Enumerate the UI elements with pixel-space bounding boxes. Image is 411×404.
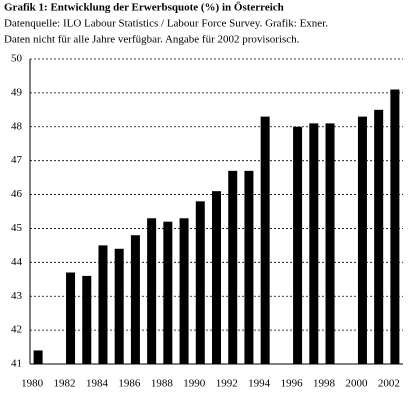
bar — [114, 248, 124, 364]
x-tick-label: 1996 — [281, 378, 304, 390]
bar — [179, 218, 189, 364]
y-tick-label: 50 — [11, 53, 23, 65]
chart-subtitle: Daten nicht für alle Jahre verfügbar. An… — [4, 34, 300, 46]
bar — [33, 350, 43, 364]
y-tick-label: 44 — [11, 256, 23, 268]
bar — [309, 123, 319, 364]
y-tick-label: 46 — [11, 188, 23, 200]
bar — [82, 275, 92, 364]
bar — [244, 170, 254, 364]
bar — [390, 89, 400, 364]
y-tick-label: 45 — [11, 222, 23, 234]
y-tick-label: 41 — [11, 358, 22, 370]
y-tick-label: 47 — [11, 154, 23, 166]
bar — [163, 221, 173, 364]
bar — [293, 126, 303, 365]
bar — [325, 123, 335, 364]
y-tick-label: 48 — [11, 120, 23, 132]
bar — [212, 191, 221, 364]
y-tick-label: 43 — [11, 290, 23, 302]
x-tick-label: 2002 — [378, 378, 400, 390]
x-tick-label: 1988 — [151, 378, 174, 390]
bar — [195, 201, 205, 364]
x-tick-label: 1990 — [183, 378, 206, 390]
bar — [130, 235, 140, 364]
bar — [66, 272, 76, 364]
chart-subtitle: Datenquelle: ILO Labour Statistics / Lab… — [4, 18, 328, 30]
x-tick-label: 2000 — [345, 378, 368, 390]
x-tick-label: 1986 — [118, 378, 141, 390]
x-tick-label: 1992 — [216, 378, 238, 390]
x-tick-label: 1980 — [21, 378, 44, 390]
bar — [228, 170, 238, 364]
bar — [147, 218, 157, 364]
y-tick-label: 42 — [11, 324, 22, 336]
x-tick-label: 1982 — [54, 378, 76, 390]
y-tick-label: 49 — [11, 86, 23, 98]
x-tick-label: 1998 — [313, 378, 336, 390]
x-tick-label: 1984 — [86, 378, 109, 390]
x-tick-label: 1994 — [248, 378, 271, 390]
bar — [357, 116, 367, 364]
bar — [98, 245, 108, 364]
chart-title: Grafik 1: Entwicklung der Erwerbsquote (… — [4, 1, 284, 14]
bar — [374, 109, 384, 364]
bar — [260, 116, 270, 364]
